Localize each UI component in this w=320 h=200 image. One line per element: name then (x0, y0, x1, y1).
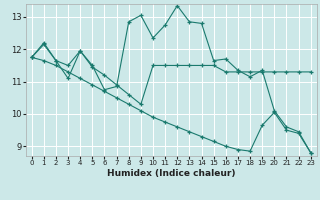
X-axis label: Humidex (Indice chaleur): Humidex (Indice chaleur) (107, 169, 236, 178)
